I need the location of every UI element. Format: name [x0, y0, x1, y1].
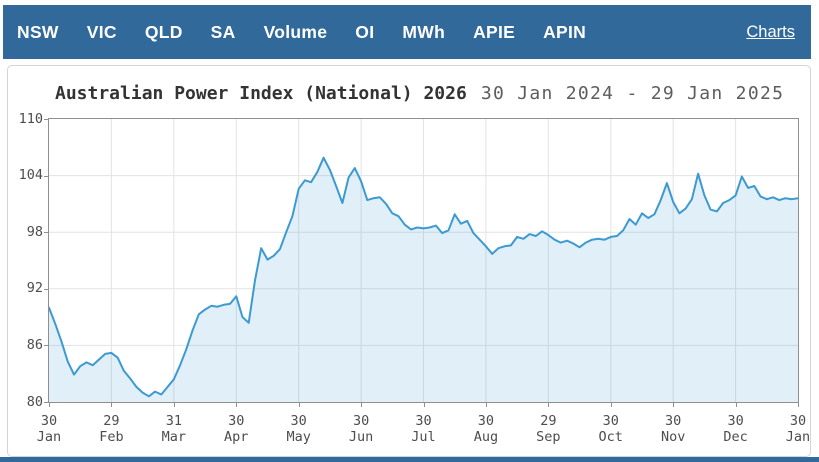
y-axis-tick	[44, 175, 48, 177]
x-axis-tick-label: 31 Mar	[161, 413, 187, 445]
x-axis-tick	[735, 403, 737, 407]
nav-item-volume[interactable]: Volume	[263, 21, 328, 42]
y-axis-tick-label: 80	[26, 393, 43, 410]
x-axis-tick	[361, 403, 363, 407]
x-axis-tick-label: 29 Feb	[99, 413, 124, 445]
x-axis-tick-label: 29 Sep	[536, 413, 561, 445]
y-axis-tick	[44, 402, 48, 403]
y-axis-tick-label: 86	[26, 336, 43, 353]
x-axis-tick-label: 30 Jun	[348, 413, 374, 445]
x-axis-tick	[548, 403, 550, 407]
y-axis-tick-label: 92	[26, 280, 43, 297]
x-axis-tick	[298, 403, 300, 407]
x-axis-tick	[798, 403, 799, 407]
x-axis-tick	[423, 403, 425, 407]
x-axis-tick-label: 30 Apr	[224, 413, 249, 445]
charts-link[interactable]: Charts	[746, 22, 795, 41]
x-axis-tick-label: 30 Jan	[785, 413, 811, 445]
x-axis-tick-label: 30 Oct	[598, 413, 623, 445]
nav-item-vic[interactable]: VIC	[86, 21, 117, 42]
x-axis-tick-label: 30 Jul	[411, 413, 436, 445]
nav-item-oi[interactable]: OI	[355, 21, 375, 42]
nav-item-sa[interactable]: SA	[210, 21, 236, 42]
x-axis-tick-label: 30 Jan	[36, 413, 62, 445]
top-navbar: NSW VIC QLD SA Volume OI MWh APIE APIN C…	[3, 5, 811, 59]
x-axis-tick	[673, 403, 675, 407]
nav-item-nsw[interactable]: NSW	[17, 21, 59, 42]
x-axis-tick-label: 30 May	[286, 413, 311, 445]
y-axis-tick	[44, 288, 48, 290]
x-axis-tick-label: 30 Dec	[723, 413, 748, 445]
nav-item-mwh[interactable]: MWh	[402, 21, 446, 42]
x-axis-tick	[610, 403, 612, 407]
y-axis-tick-label: 98	[26, 223, 43, 240]
y-axis-tick-label: 110	[18, 110, 43, 127]
x-axis-tick	[236, 403, 238, 407]
y-axis-tick	[44, 119, 48, 120]
y-axis-tick	[44, 232, 48, 234]
page-bottom-accent	[0, 457, 819, 462]
nav-item-qld[interactable]: QLD	[144, 21, 183, 42]
x-axis-tick	[111, 403, 113, 407]
x-axis-tick	[49, 403, 50, 407]
nav-item-apin[interactable]: APIN	[543, 21, 587, 42]
plot-area	[48, 118, 799, 403]
chart-title: Australian Power Index (National) 2026	[55, 83, 467, 104]
x-axis-tick	[485, 403, 487, 407]
chart-date-range: 30 Jan 2024 - 29 Jan 2025	[480, 83, 785, 104]
x-axis-tick-label: 30 Aug	[473, 413, 499, 445]
y-axis-tick-label: 104	[18, 167, 43, 184]
x-axis-tick	[173, 403, 175, 407]
y-axis-tick	[44, 345, 48, 347]
index-area-chart	[49, 119, 798, 402]
chart-header: Australian Power Index (National) 2026 30…	[55, 83, 784, 104]
x-axis-tick-label: 30 Nov	[660, 413, 686, 445]
nav-item-apie[interactable]: APIE	[473, 21, 516, 42]
